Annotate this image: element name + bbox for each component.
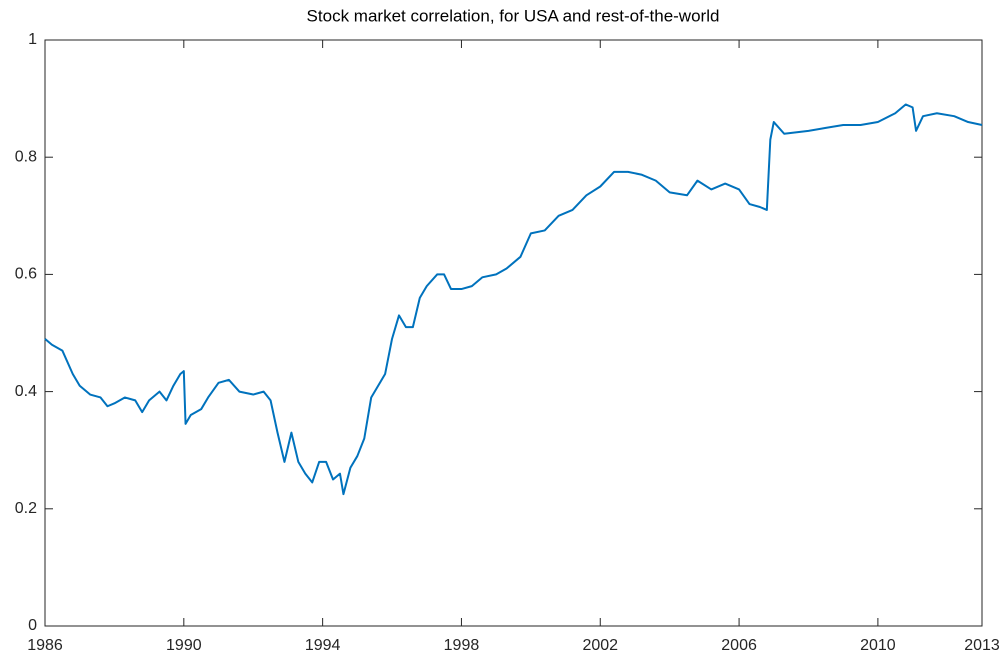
- x-tick-label: 1994: [305, 637, 341, 654]
- y-tick-label: 0.8: [15, 148, 37, 165]
- chart-title: Stock market correlation, for USA and re…: [307, 6, 720, 25]
- y-tick-label: 0.2: [15, 500, 37, 517]
- y-tick-label: 1: [28, 31, 37, 48]
- y-tick-label: 0.4: [15, 383, 37, 400]
- x-tick-label: 1990: [166, 637, 202, 654]
- x-tick-label: 1998: [444, 637, 480, 654]
- x-tick-label: 2006: [721, 637, 757, 654]
- data-line: [44, 103, 983, 496]
- plot-frame: [44, 39, 983, 627]
- x-tick-label: 2013: [964, 637, 1000, 654]
- y-tick-label: 0.6: [15, 266, 37, 283]
- x-tick-label: 2002: [582, 637, 618, 654]
- y-tick-label: 0: [28, 617, 37, 634]
- x-tick-label: 1986: [27, 637, 63, 654]
- x-tick-label: 2010: [860, 637, 896, 654]
